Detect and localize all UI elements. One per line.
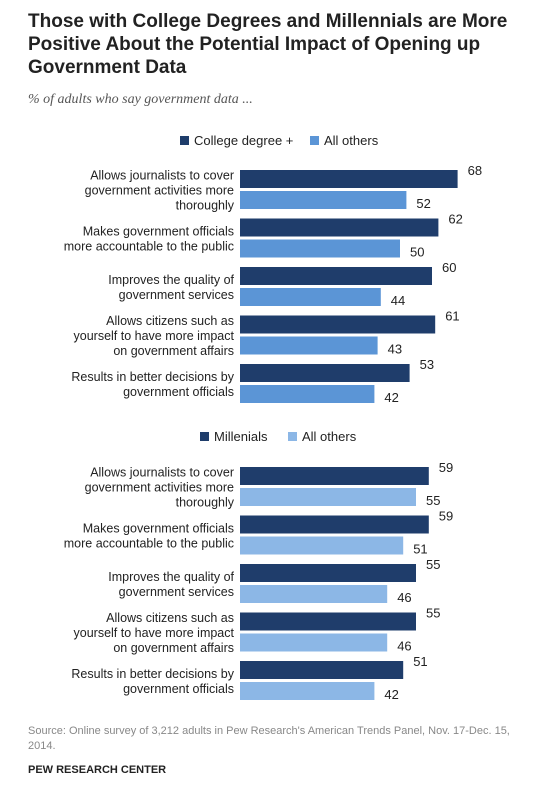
category-label-line: more accountable to the public: [64, 537, 234, 551]
data-label: 46: [397, 590, 411, 605]
category-label-line: government services: [119, 288, 234, 302]
legend-swatch-millenials: [200, 432, 209, 441]
category-label-line: on government affairs: [113, 344, 234, 358]
bar: [240, 612, 416, 631]
data-label: 44: [391, 293, 405, 308]
bar: [240, 288, 381, 306]
data-label: 53: [420, 357, 434, 372]
category-label-line: government officials: [123, 682, 234, 696]
category-label-line: Allows citizens such as: [106, 314, 234, 328]
legend-top: College degree + All others: [0, 133, 560, 151]
data-label: 42: [384, 390, 398, 405]
data-label: 68: [468, 163, 482, 178]
data-label: 51: [413, 542, 427, 557]
category-label-line: Improves the quality of: [108, 273, 234, 287]
category-label-line: Results in better decisions by: [71, 370, 234, 384]
legend-swatch-others-1: [310, 136, 319, 145]
chart-title: Those with College Degrees and Millennia…: [28, 11, 508, 78]
category-label: Allows journalists to cover government ac…: [85, 466, 235, 510]
bar: [240, 467, 429, 485]
data-label: 61: [445, 309, 459, 324]
category-label: Improves the quality of government servic…: [108, 273, 234, 302]
category-label-line: thoroughly: [176, 199, 235, 213]
bar: [240, 385, 375, 403]
bar: [240, 682, 375, 700]
category-label-line: Allows citizens such as: [106, 611, 234, 625]
data-label: 55: [426, 493, 440, 508]
category-label-line: Allows journalists to cover: [90, 466, 234, 480]
legend-label-others-1: All others: [324, 133, 379, 148]
bar: [240, 633, 388, 652]
chart-subtitle: % of adults who say government data ...: [28, 92, 253, 107]
legend-label-others-2: All others: [302, 429, 357, 444]
category-label-line: more accountable to the public: [64, 240, 234, 254]
data-label: 59: [439, 460, 453, 475]
category-label-line: government activities more: [85, 184, 234, 198]
legend-swatch-college: [180, 136, 189, 145]
bar: [240, 267, 432, 285]
category-label-line: government officials: [123, 385, 234, 399]
bar: [240, 218, 439, 237]
data-label: 50: [410, 245, 424, 260]
data-label: 46: [397, 639, 411, 654]
bar: [240, 564, 416, 582]
data-label: 42: [384, 687, 398, 702]
legend-item-others-2: All others: [288, 429, 356, 444]
legend-item-millenials: Millenials: [200, 429, 267, 444]
data-label: 59: [439, 509, 453, 524]
source-note: Source: Online survey of 3,212 adults in…: [28, 725, 510, 752]
category-label: Allows citizens such as yourself to have …: [74, 314, 235, 358]
category-label-line: Allows journalists to cover: [90, 169, 234, 183]
bar: [240, 239, 400, 258]
bar: [240, 536, 404, 555]
legend-swatch-others-2: [288, 432, 297, 441]
data-label: 52: [416, 196, 430, 211]
category-label: Makes government officials more accountab…: [64, 522, 234, 551]
category-label-line: on government affairs: [113, 641, 234, 655]
category-label-line: government services: [119, 585, 234, 599]
data-label: 60: [442, 260, 456, 275]
bar: [240, 515, 429, 534]
category-label-line: Improves the quality of: [108, 570, 234, 584]
bar: [240, 364, 410, 382]
category-label-line: government activities more: [85, 481, 234, 495]
data-label: 55: [426, 606, 440, 621]
category-label: Results in better decisions by government…: [71, 370, 234, 399]
org-name: PEW RESEARCH CENTER: [28, 764, 167, 776]
category-label-line: Makes government officials: [83, 225, 234, 239]
bar: [240, 191, 407, 209]
legend-item-college: College degree +: [180, 133, 293, 148]
bar-chart: Allows journalists to cover government ac…: [64, 163, 482, 702]
data-label: 55: [426, 557, 440, 572]
category-label: Improves the quality of government servic…: [108, 570, 234, 599]
bar: [240, 488, 416, 506]
category-label-line: Makes government officials: [83, 522, 234, 536]
category-label-line: yourself to have more impact: [74, 329, 235, 343]
legend-item-others-1: All others: [310, 133, 378, 148]
category-label: Results in better decisions by government…: [71, 667, 234, 696]
bar: [240, 661, 404, 679]
category-label-line: thoroughly: [176, 496, 235, 510]
category-label: Allows citizens such as yourself to have …: [74, 611, 235, 655]
legend-bottom: Millenials All others: [0, 429, 560, 447]
bar: [240, 170, 458, 188]
category-label: Allows journalists to cover government ac…: [85, 169, 235, 213]
bar: [240, 585, 388, 603]
category-label-line: yourself to have more impact: [74, 626, 235, 640]
category-label-line: Results in better decisions by: [71, 667, 234, 681]
bar: [240, 315, 436, 334]
legend-label-college: College degree +: [194, 133, 294, 148]
data-label: 51: [413, 654, 427, 669]
legend-label-millenials: Millenials: [214, 429, 268, 444]
data-label: 43: [388, 342, 402, 357]
bar: [240, 336, 378, 355]
category-label: Makes government officials more accountab…: [64, 225, 234, 254]
data-label: 62: [448, 212, 462, 227]
